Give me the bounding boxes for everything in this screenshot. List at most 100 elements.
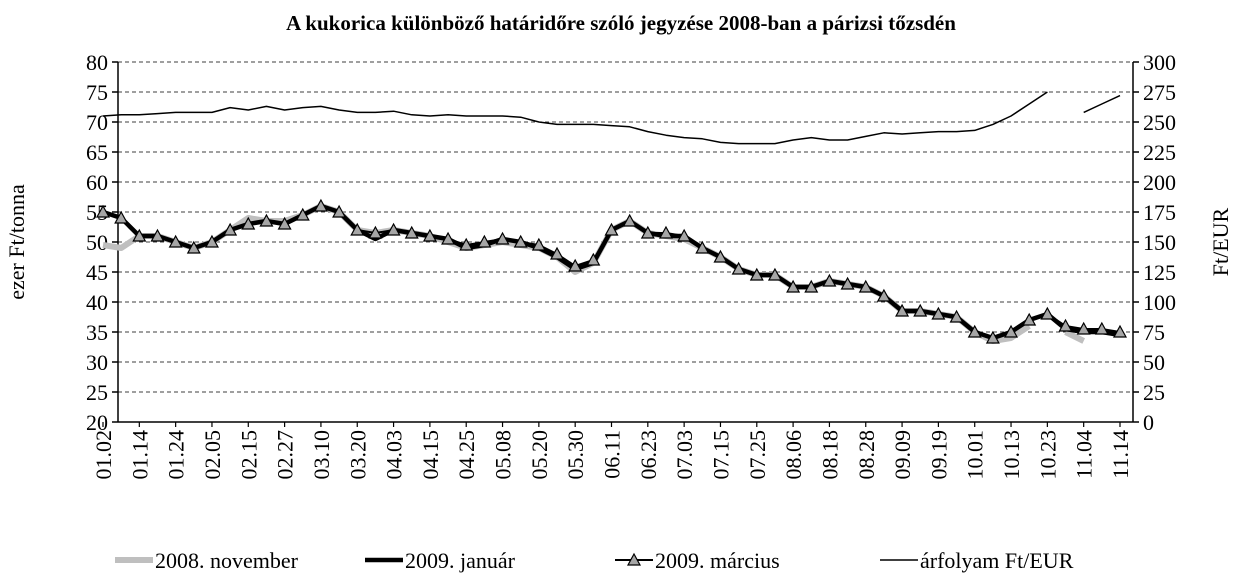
triangle-marker bbox=[150, 228, 165, 242]
triangle-marker bbox=[386, 222, 401, 236]
triangle-marker bbox=[640, 225, 655, 239]
triangle-marker bbox=[985, 330, 1000, 344]
x-tick-label: 07.25 bbox=[745, 430, 770, 480]
legend-marker bbox=[626, 552, 642, 566]
triangle-marker bbox=[1076, 321, 1091, 335]
x-tick-label: 10.13 bbox=[999, 430, 1024, 480]
y-tick-label: 70 bbox=[86, 110, 108, 135]
triangle-marker bbox=[713, 249, 728, 263]
y-axis-label: ezer Ft/tonna bbox=[4, 184, 29, 300]
triangle-marker bbox=[223, 222, 238, 236]
triangle-marker bbox=[895, 303, 910, 317]
triangle-marker bbox=[459, 237, 474, 251]
y2-tick-label: 250 bbox=[1143, 110, 1176, 135]
triangle-marker bbox=[731, 261, 746, 275]
x-tick-label: 10.23 bbox=[1035, 430, 1060, 480]
x-tick-label: 08.18 bbox=[817, 430, 842, 480]
y-tick-label: 40 bbox=[86, 290, 108, 315]
x-tick-label: 04.15 bbox=[418, 430, 443, 480]
legend-item: 2009. március bbox=[615, 548, 780, 573]
x-tick-label: 08.06 bbox=[781, 430, 806, 480]
triangle-marker bbox=[186, 240, 201, 254]
x-tick-label: 07.15 bbox=[708, 430, 733, 480]
y2-tick-label: 50 bbox=[1143, 350, 1165, 375]
triangle-marker bbox=[876, 288, 891, 302]
triangle-marker bbox=[422, 228, 437, 242]
y2-tick-label: 275 bbox=[1143, 80, 1176, 105]
x-tick-label: 05.20 bbox=[527, 430, 552, 480]
x-tick-label: 05.30 bbox=[563, 430, 588, 480]
y2-tick-label: 25 bbox=[1143, 380, 1165, 405]
x-tick-label: 11.14 bbox=[1108, 430, 1133, 479]
x-tick-label: 01.14 bbox=[127, 430, 152, 480]
triangle-marker bbox=[241, 216, 256, 230]
legend-label: 2008. november bbox=[155, 548, 299, 573]
triangle-marker bbox=[1058, 318, 1073, 332]
y2-tick-label: 175 bbox=[1143, 200, 1176, 225]
triangle-marker bbox=[368, 225, 383, 239]
y-tick-label: 20 bbox=[86, 410, 108, 435]
x-tick-label: 02.27 bbox=[273, 430, 298, 480]
triangle-marker bbox=[804, 279, 819, 293]
triangle-marker bbox=[967, 324, 982, 338]
legend-item: 2008. november bbox=[115, 548, 299, 573]
triangle-marker bbox=[114, 210, 129, 224]
triangle-marker bbox=[1004, 324, 1019, 338]
triangle-marker bbox=[622, 213, 637, 227]
legend-label: 2009. március bbox=[655, 548, 780, 573]
x-tick-label: 04.25 bbox=[454, 430, 479, 480]
triangle-marker bbox=[568, 258, 583, 272]
x-tick-label: 10.01 bbox=[963, 430, 988, 480]
y2-tick-label: 150 bbox=[1143, 230, 1176, 255]
y2-axis-label: Ft/EUR bbox=[1208, 207, 1233, 276]
x-tick-label: 03.20 bbox=[345, 430, 370, 480]
x-tick-label: 05.08 bbox=[491, 430, 516, 480]
y-tick-label: 60 bbox=[86, 170, 108, 195]
triangle-marker bbox=[441, 231, 456, 245]
triangle-marker bbox=[767, 267, 782, 281]
y-tick-label: 25 bbox=[86, 380, 108, 405]
x-tick-label: 01.02 bbox=[91, 430, 116, 480]
legend-item: árfolyam Ft/EUR bbox=[880, 548, 1074, 573]
triangle-marker bbox=[822, 273, 837, 287]
triangle-marker bbox=[95, 204, 111, 218]
triangle-marker bbox=[277, 216, 292, 230]
triangle-marker bbox=[350, 222, 365, 236]
triangle-marker bbox=[531, 237, 546, 251]
triangle-marker bbox=[749, 267, 764, 281]
y2-tick-label: 125 bbox=[1143, 260, 1176, 285]
x-tick-label: 01.24 bbox=[164, 430, 189, 480]
x-tick-label: 09.19 bbox=[926, 430, 951, 480]
y-tick-label: 30 bbox=[86, 350, 108, 375]
triangle-marker bbox=[1040, 306, 1055, 320]
triangle-marker bbox=[404, 225, 419, 239]
triangle-marker bbox=[332, 204, 347, 218]
triangle-marker bbox=[913, 303, 928, 317]
x-tick-label: 09.09 bbox=[890, 430, 915, 480]
x-tick-label: 04.03 bbox=[382, 430, 407, 480]
triangle-marker bbox=[295, 207, 310, 221]
y2-tick-label: 75 bbox=[1143, 320, 1165, 345]
y-tick-label: 80 bbox=[86, 50, 108, 75]
y-tick-label: 75 bbox=[86, 80, 108, 105]
x-tick-label: 06.23 bbox=[636, 430, 661, 480]
legend-label: 2009. január bbox=[405, 548, 516, 573]
series-line bbox=[102, 91, 1121, 145]
x-tick-label: 08.28 bbox=[854, 430, 879, 480]
legend-label: árfolyam Ft/EUR bbox=[920, 548, 1074, 573]
x-tick-label: 11.04 bbox=[1072, 430, 1097, 479]
triangle-marker bbox=[931, 306, 946, 320]
y-tick-label: 50 bbox=[86, 230, 108, 255]
triangle-marker bbox=[495, 231, 510, 245]
triangle-marker bbox=[550, 246, 565, 260]
triangle-marker bbox=[1112, 324, 1128, 338]
triangle-marker bbox=[586, 252, 601, 266]
triangle-marker bbox=[858, 279, 873, 293]
x-tick-label: 03.10 bbox=[309, 430, 334, 480]
triangle-marker bbox=[840, 276, 855, 290]
x-tick-label: 02.05 bbox=[200, 430, 225, 480]
triangle-marker bbox=[695, 240, 710, 254]
triangle-marker bbox=[513, 234, 528, 248]
x-tick-label: 06.11 bbox=[600, 430, 625, 479]
